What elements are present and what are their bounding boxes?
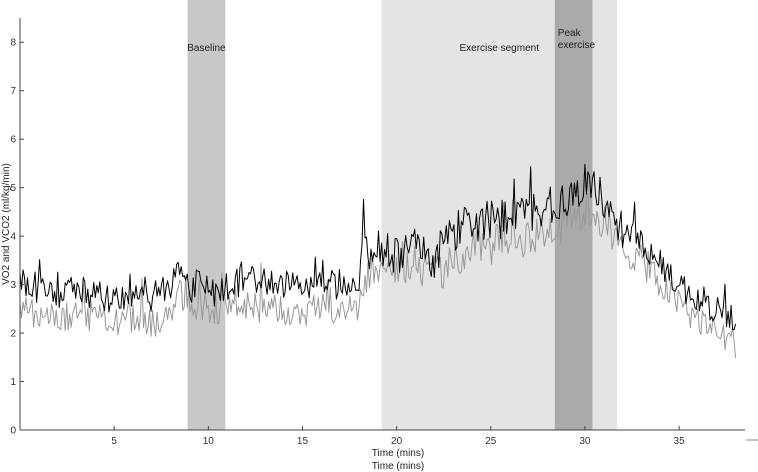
y-tick-label: 6 — [10, 135, 16, 146]
x-tick-label: 15 — [297, 436, 309, 447]
region-label-2: Peak exercise — [558, 28, 596, 51]
x-tick-label: 30 — [579, 436, 591, 447]
x-tick-label: 35 — [674, 436, 686, 447]
y-tick-label: 4 — [10, 232, 16, 243]
x-axis-title: Time (mins) — [372, 448, 424, 459]
x-tick-label: 10 — [203, 436, 215, 447]
x-tick-label: 5 — [111, 436, 117, 447]
y-tick-label: 2 — [10, 329, 16, 340]
x-ticks: 5 10 15 20 25 30 35 — [111, 426, 685, 447]
y-tick-label: 7 — [10, 86, 16, 97]
y-ticks: 0 1 2 3 4 5 6 7 8 — [10, 38, 24, 437]
y-tick-label: 3 — [10, 280, 16, 291]
x-tick-label: 25 — [485, 436, 497, 447]
region-labels: Baseline Exercise segment Peak exercise — [187, 28, 595, 54]
series-1-line — [19, 193, 737, 359]
series-lines — [19, 163, 737, 359]
region-label-0: Baseline — [187, 43, 226, 54]
axes — [19, 18, 758, 441]
y-tick-label: 1 — [10, 377, 16, 388]
x-axis-title-secondary: Time (mins) — [372, 461, 424, 472]
x-tick-label: 20 — [391, 436, 403, 447]
series-0-line — [19, 163, 737, 331]
region-0 — [187, 0, 226, 430]
y-tick-label: 0 — [10, 426, 16, 437]
y-tick-label: 5 — [10, 183, 16, 194]
region-label-1: Exercise segment — [460, 43, 540, 54]
shaded-regions — [187, 0, 617, 430]
y-tick-label: 8 — [10, 38, 16, 49]
y-axis-title: VO2 and VCO2 (ml/kg/min) — [1, 163, 12, 285]
